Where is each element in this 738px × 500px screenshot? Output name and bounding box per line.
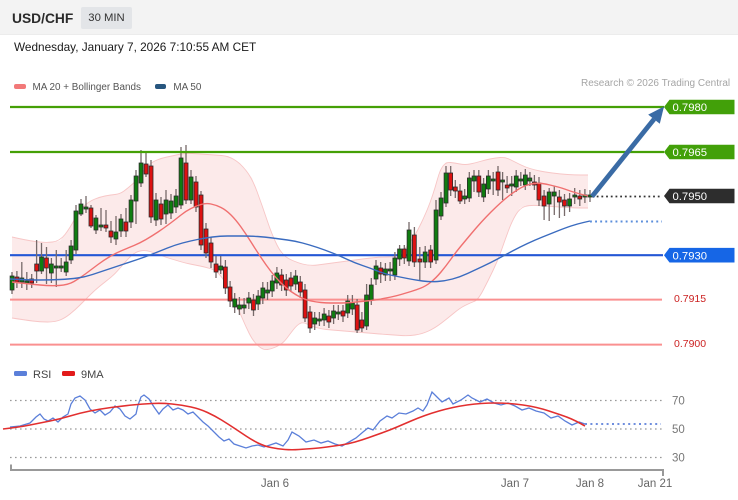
svg-text:RSI: RSI (33, 369, 51, 381)
svg-text:Jan 8: Jan 8 (576, 478, 604, 490)
svg-text:30: 30 (672, 453, 685, 465)
svg-text:0.7980: 0.7980 (673, 102, 708, 114)
svg-text:0.7915: 0.7915 (674, 293, 706, 305)
svg-text:0.7965: 0.7965 (673, 147, 708, 159)
svg-text:0.7950: 0.7950 (673, 191, 708, 203)
svg-text:70: 70 (672, 396, 685, 408)
svg-text:0.7930: 0.7930 (673, 250, 708, 262)
svg-text:9MA: 9MA (81, 369, 104, 381)
svg-text:Jan 21: Jan 21 (638, 478, 673, 490)
svg-text:50: 50 (672, 424, 685, 436)
svg-text:0.7900: 0.7900 (674, 338, 706, 350)
svg-text:Jan 7: Jan 7 (501, 478, 529, 490)
svg-text:Jan 6: Jan 6 (261, 478, 289, 490)
